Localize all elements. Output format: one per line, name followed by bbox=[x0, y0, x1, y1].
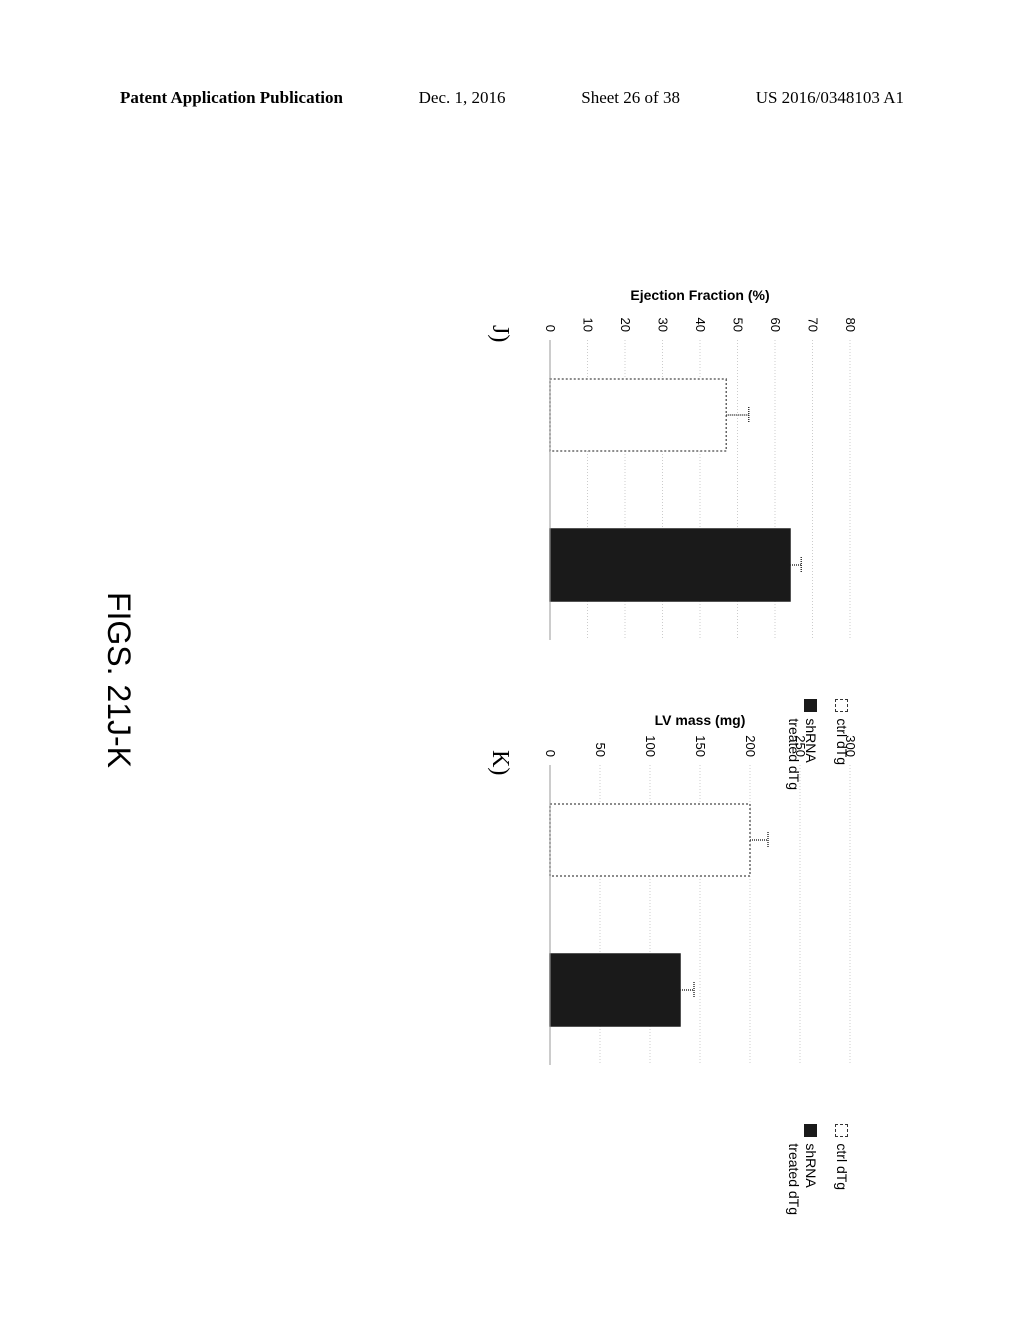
chart-j-wrapper: 01020304050607080Ejection Fraction (%) c… bbox=[486, 285, 860, 650]
panel-label-k: K) bbox=[486, 750, 513, 1075]
svg-text:40: 40 bbox=[693, 318, 708, 332]
svg-text:50: 50 bbox=[731, 318, 746, 332]
svg-text:50: 50 bbox=[593, 743, 608, 757]
svg-text:0: 0 bbox=[543, 750, 558, 757]
chart-k-legend: ctrl dTg shRNA treated dTg bbox=[772, 1124, 850, 1215]
svg-text:0: 0 bbox=[543, 325, 558, 332]
sheet-info: Sheet 26 of 38 bbox=[581, 88, 680, 108]
svg-text:300: 300 bbox=[843, 735, 858, 757]
chart-j-container: 01020304050607080Ejection Fraction (%) c… bbox=[525, 285, 860, 650]
chart-j-svg: 0 10 20 30 40 50 60 70 80 Ejection Fraction (%) bbox=[530, 285, 860, 650]
chart-k-svg: 0 50 100 150 200 250 300 LV mass (mg) bbox=[530, 710, 860, 1075]
publication-number: US 2016/0348103 A1 bbox=[756, 88, 904, 108]
svg-text:70: 70 bbox=[806, 318, 821, 332]
panel-label-j: J) bbox=[486, 325, 513, 650]
publication-date: Dec. 1, 2016 bbox=[419, 88, 506, 108]
legend-item-ctrl: ctrl dTg bbox=[833, 1124, 850, 1215]
svg-text:Ejection Fraction (%): Ejection Fraction (%) bbox=[630, 287, 769, 303]
legend-shrna-label-k: shRNA treated dTg bbox=[786, 1143, 820, 1215]
svg-text:200: 200 bbox=[743, 735, 758, 757]
rotated-figure-content: 01020304050607080Ejection Fraction (%) c… bbox=[60, 180, 960, 1180]
svg-text:80: 80 bbox=[843, 318, 858, 332]
svg-text:100: 100 bbox=[643, 735, 658, 757]
legend-swatch-open bbox=[835, 1124, 848, 1137]
legend-item-shrna: shRNA treated dTg bbox=[786, 1124, 820, 1215]
charts-row: 01020304050607080Ejection Fraction (%) c… bbox=[486, 180, 960, 1180]
svg-text:LV mass (mg): LV mass (mg) bbox=[655, 712, 746, 728]
svg-text:250: 250 bbox=[793, 735, 808, 757]
chart-k-wrapper: 050100150200250300LV mass (mg) ctrl dTg … bbox=[486, 710, 860, 1075]
svg-text:150: 150 bbox=[693, 735, 708, 757]
svg-text:10: 10 bbox=[581, 318, 596, 332]
svg-text:20: 20 bbox=[618, 318, 633, 332]
legend-ctrl-label-k: ctrl dTg bbox=[833, 1143, 850, 1190]
figure-caption: FIGS. 21J-K bbox=[100, 592, 137, 768]
figure-area: 01020304050607080Ejection Fraction (%) c… bbox=[60, 180, 960, 1180]
chart-k-container: 050100150200250300LV mass (mg) ctrl dTg … bbox=[525, 710, 860, 1075]
svg-text:60: 60 bbox=[768, 318, 783, 332]
page-header: Patent Application Publication Dec. 1, 2… bbox=[0, 88, 1024, 108]
legend-swatch-filled bbox=[804, 1124, 817, 1137]
publication-type: Patent Application Publication bbox=[120, 88, 343, 108]
svg-text:30: 30 bbox=[656, 318, 671, 332]
